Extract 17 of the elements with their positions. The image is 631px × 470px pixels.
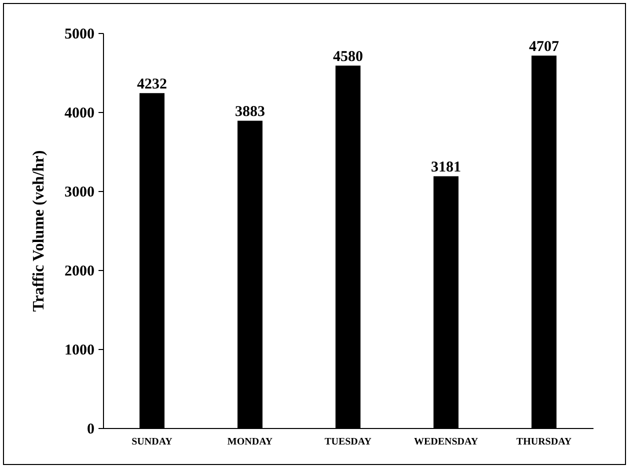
x-tick-label: TUESDAY xyxy=(324,436,372,448)
y-tick-label: 0 xyxy=(87,422,94,438)
y-tick-label: 3000 xyxy=(64,184,94,200)
x-tick-label: THURSDAY xyxy=(516,436,572,448)
x-tick-label: SUNDAY xyxy=(132,436,174,448)
x-tick-label: MONDAY xyxy=(227,436,274,448)
data-label: 4232 xyxy=(137,76,167,93)
data-label: 4580 xyxy=(333,49,363,66)
data-label: 4707 xyxy=(529,39,560,56)
y-tick-label: 5000 xyxy=(64,26,94,42)
data-label: 3181 xyxy=(431,160,461,176)
y-axis-title: Traffic Volume (veh/hr) xyxy=(30,150,48,312)
y-tick-label: 2000 xyxy=(64,264,94,280)
data-label: 3883 xyxy=(235,104,265,120)
y-tick-label: 1000 xyxy=(64,342,94,358)
y-tick-label: 4000 xyxy=(64,106,94,122)
x-tick-label: WEDENSDAY xyxy=(414,436,479,448)
